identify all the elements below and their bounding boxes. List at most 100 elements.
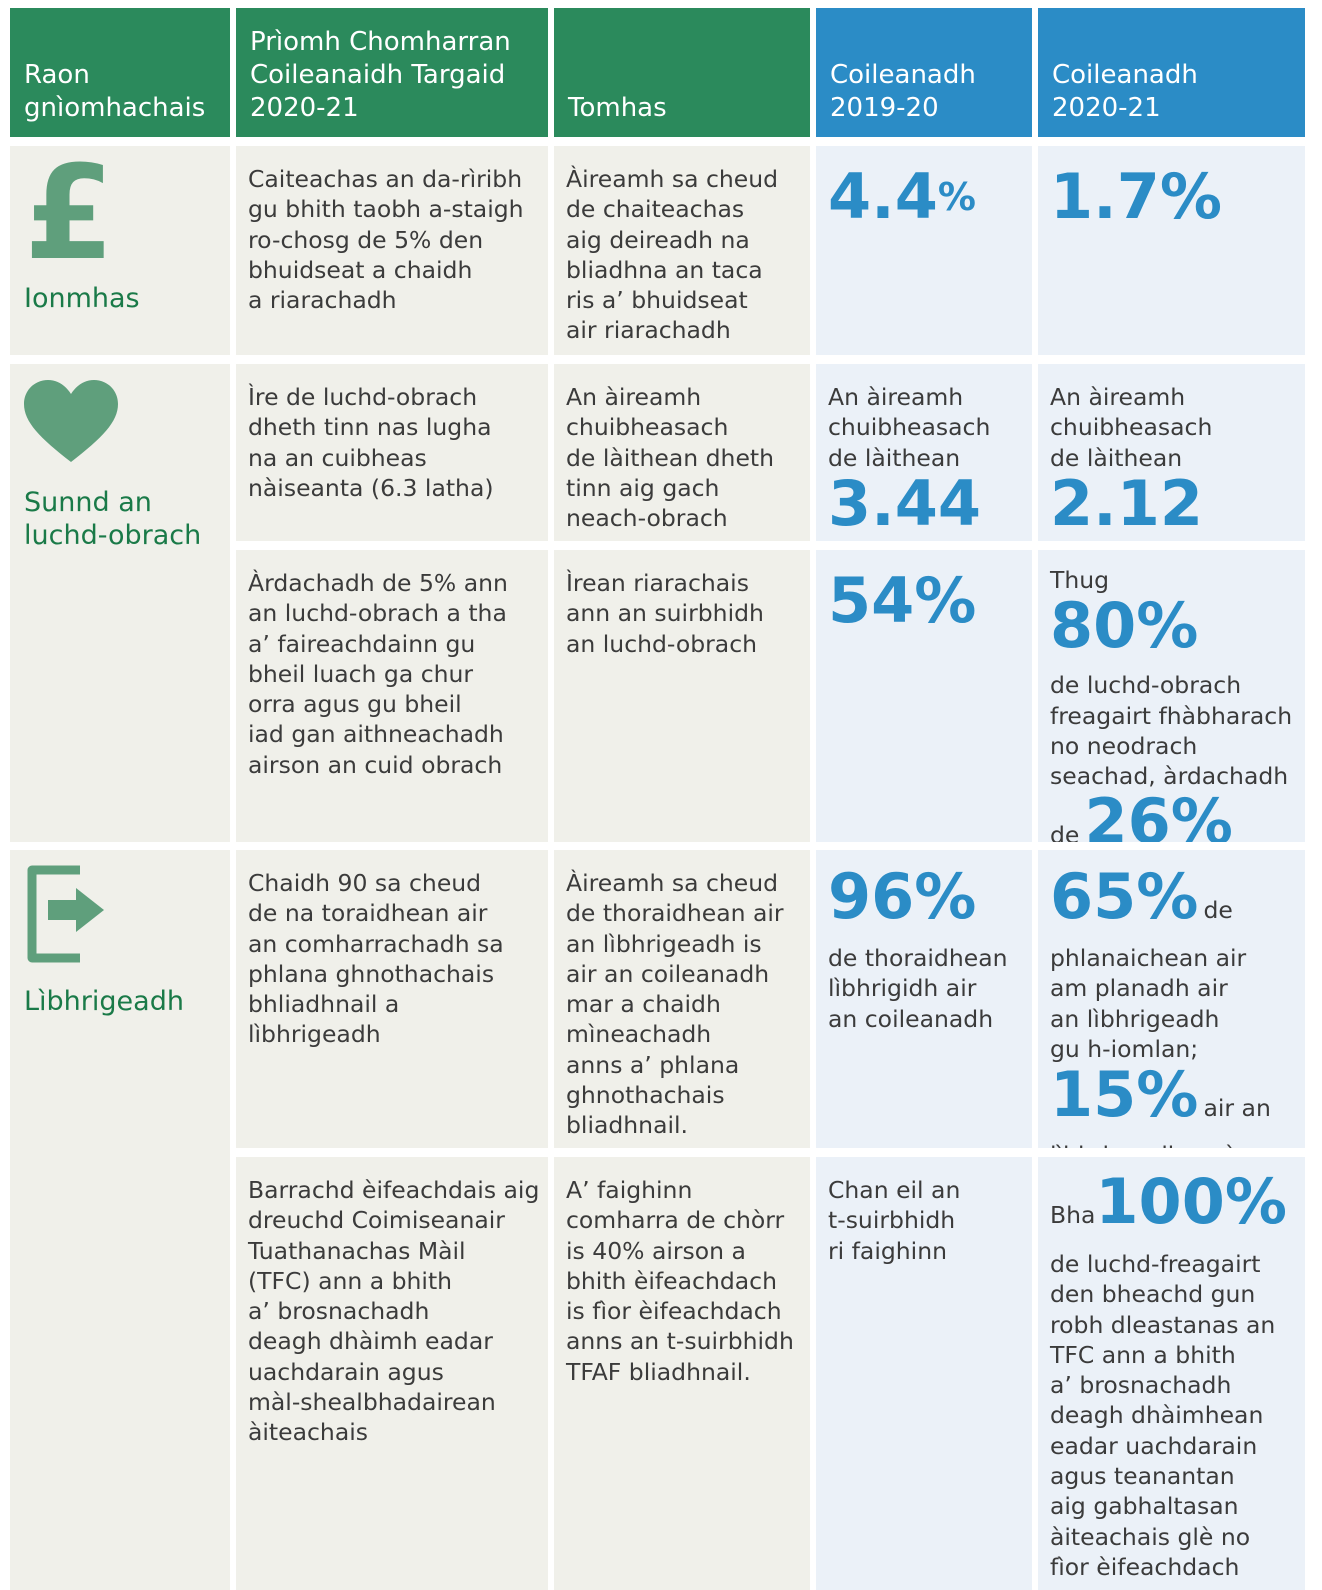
text-line: Àireamh sa cheud <box>566 165 779 193</box>
text-line: orra agus gu bheil <box>248 690 462 719</box>
text-line: Àireamh sa cheud <box>566 869 779 897</box>
text-line: na an cuibheas <box>248 443 427 472</box>
header-cell: Raon gnìomhachais <box>10 8 230 137</box>
lead: An àireamh chuibheasach de làithean <box>828 382 1032 473</box>
text-line: lìbhrigidh air <box>828 974 977 1003</box>
text-line: freagairt fhàbharach <box>1050 701 1293 730</box>
text-line: de luchd-freagairt <box>1050 1250 1261 1278</box>
text-line: Coileanaidh Targaid <box>250 60 506 90</box>
performance-cell: 4.4% <box>816 146 1032 355</box>
text-line: deagh dhàimh eadar <box>248 1327 493 1356</box>
figure: 2.12 <box>1050 466 1203 540</box>
text-line: no neodrach <box>1050 731 1198 760</box>
text-line: neach-obrach <box>566 504 728 533</box>
text-line: air an coileanadh <box>566 959 770 988</box>
header-cell: Prìomh Chomharran Coileanaidh Targaid 2020… <box>236 8 548 137</box>
text-line: Barrachd èifeachdais aig <box>248 1176 540 1204</box>
performance-cell: Chan eil an t-suirbhidh ri faighinn <box>816 1157 1032 1590</box>
text-line: mìneachadh <box>566 1020 712 1049</box>
text: phlanaichean air am planadh air an lìbhrig… <box>1050 943 1305 1064</box>
text-line: robh dleastanas an <box>1050 1310 1276 1339</box>
text-line: bheil luach ga chur <box>248 659 474 688</box>
text-line: àiteachais <box>248 1418 368 1447</box>
text-line: de luchd-obrach <box>1050 671 1242 700</box>
lead: An àireamh chuibheasach de làithean <box>1050 382 1305 473</box>
text-line: is fìor èifeachdach <box>566 1297 782 1326</box>
area-cell <box>10 364 230 842</box>
text-line: an luchd-obrach a tha <box>248 599 507 628</box>
figure: 96% <box>828 860 977 933</box>
text-line: agus teanantan <box>1050 1462 1235 1491</box>
lead: de <box>1050 821 1080 842</box>
text-line: an lìbhrigeadh is <box>566 929 762 958</box>
text-line: ro-chosg de 5% den <box>248 225 484 254</box>
text-line: àiteachais glè no <box>1050 1522 1251 1551</box>
text-line: chuibheasach <box>1050 413 1213 442</box>
figure: 15% <box>1050 1058 1199 1132</box>
measure-cell: An àireamh chuibheasach de làithean dheth t… <box>554 364 810 541</box>
text-line: de làithean <box>828 443 961 472</box>
text-line: anns a’ phlana <box>566 1050 740 1079</box>
text-line: ann an suirbhidh <box>566 599 764 628</box>
text-line: Chan eil an <box>828 1176 961 1204</box>
text-line: am planadh air <box>1050 974 1228 1003</box>
text-line: bliadhna an taca <box>566 255 763 284</box>
text-line: a’ brosnachadh <box>248 1297 430 1326</box>
header-cell: Coileanadh 2020-21 <box>1038 8 1305 137</box>
figure: 3.44 <box>828 466 981 540</box>
text-line: an lìbhrigeadh <box>1050 1004 1220 1033</box>
suffix: air an <box>1203 1094 1271 1123</box>
text-line: air riarachadh <box>566 316 731 345</box>
text-line: a’ faireachdainn gu <box>248 629 476 658</box>
text-line: lìbhrigeadh <box>248 1020 381 1049</box>
text-line: chuibheasach <box>828 413 991 442</box>
text: de thoraidhean lìbhrigidh air an coileanad… <box>828 943 1032 1034</box>
performance-cell: 1.7% <box>1038 146 1305 355</box>
text-line: eadar uachdarain <box>1050 1431 1258 1460</box>
text-line: tinn aig gach <box>566 473 720 502</box>
text-line: An àireamh <box>566 383 702 411</box>
text-line: luchd-obrach <box>24 520 202 551</box>
text-line: A’ faighinn <box>566 1176 693 1204</box>
text-line: de làithean dheth <box>566 443 775 472</box>
text-line: lìbhrigeadh gu ìre <box>1050 1140 1305 1148</box>
text-line: Àrdachadh de 5% ann <box>248 569 508 597</box>
text-line: dreuchd Coimiseanair <box>248 1206 505 1235</box>
text-line: Coileanadh <box>1052 60 1198 90</box>
text-line: Ìre de luchd-obrach <box>248 383 478 411</box>
performance-cell: Thug 80% de luchd-obrach freagairt fhàbha… <box>1038 550 1305 842</box>
text: de luchd-obrach freagairt fhàbharach no ne… <box>1050 670 1305 791</box>
performance-cell: 65% de phlanaichean air am planadh air an … <box>1038 850 1305 1148</box>
exit-icon <box>27 865 104 963</box>
text-line: 2020-21 <box>1052 93 1161 123</box>
area-cell <box>10 850 230 1590</box>
text-line: bhliadhnail a <box>248 990 400 1019</box>
text-line: gu bhith taobh a-staigh <box>248 195 524 224</box>
figure: 100% <box>1095 1165 1287 1238</box>
text-line: Ionmhas <box>24 283 140 314</box>
text-line: comharra de chòrr <box>566 1206 785 1235</box>
text-line: bliadhnail. <box>566 1111 689 1140</box>
text-line: Chaidh 90 sa cheud <box>248 869 482 897</box>
target-cell: Barrachd èifeachdais aig dreuchd Coimisea… <box>236 1157 548 1590</box>
unit: % <box>937 175 976 219</box>
performance-cell: An àireamh chuibheasach de làithean 3.44 <box>816 364 1032 541</box>
performance-cell: 54% <box>816 550 1032 842</box>
text-line: An àireamh <box>828 383 964 411</box>
text-line: dheth tinn nas lugha <box>248 413 492 442</box>
figure: 54% <box>828 564 977 637</box>
figure: 4.4 <box>828 160 938 233</box>
text-line: a’ brosnachadh <box>1050 1371 1232 1400</box>
performance-cell: 96% de thoraidhean lìbhrigidh air an coile… <box>816 850 1032 1148</box>
performance-cell: An àireamh chuibheasach de làithean 2.12 <box>1038 364 1305 541</box>
header-cell: Coileanadh 2019-20 <box>816 8 1032 137</box>
text-line: Raon <box>24 60 90 90</box>
target-cell: Ìre de luchd-obrach dheth tinn nas lugha n… <box>236 364 548 541</box>
text-line: de na toraidhean air <box>248 899 488 928</box>
text-line: de làithean <box>1050 443 1183 472</box>
lead: Bha <box>1050 1201 1096 1229</box>
text-line: Caiteachas an da-rìribh <box>248 165 523 193</box>
text-line: chuibheasach <box>566 413 729 442</box>
text-line: aig gabhaltasan <box>1050 1492 1239 1521</box>
